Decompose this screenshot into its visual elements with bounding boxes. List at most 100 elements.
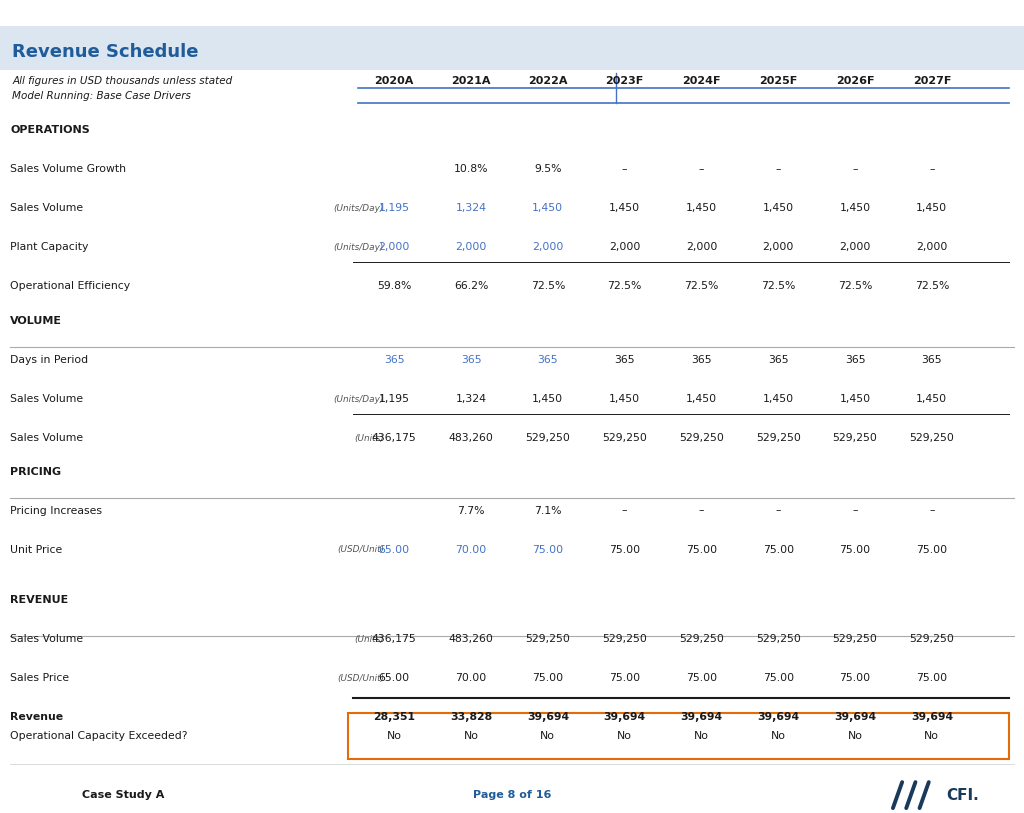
Text: 1,450: 1,450 (532, 394, 563, 404)
Text: 529,250: 529,250 (679, 634, 724, 644)
Text: 2,000: 2,000 (840, 242, 870, 252)
Text: 75.00: 75.00 (916, 545, 947, 554)
Text: 65.00: 65.00 (379, 545, 410, 554)
Text: 1,450: 1,450 (916, 203, 947, 213)
Text: Sales Volume: Sales Volume (10, 394, 83, 404)
Text: 72.5%: 72.5% (761, 281, 796, 291)
Text: All figures in USD thousands unless stated: All figures in USD thousands unless stat… (12, 76, 232, 86)
Text: –: – (698, 506, 705, 515)
Text: 365: 365 (845, 355, 865, 365)
Text: No: No (541, 731, 555, 741)
Text: 365: 365 (614, 355, 635, 365)
Text: Revenue Schedule: Revenue Schedule (12, 43, 199, 61)
Text: 529,250: 529,250 (525, 433, 570, 443)
Text: 39,694: 39,694 (680, 712, 723, 722)
Text: Sales Volume Growth: Sales Volume Growth (10, 164, 126, 174)
Text: 365: 365 (461, 355, 481, 365)
Text: 75.00: 75.00 (686, 673, 717, 683)
Text: 365: 365 (384, 355, 404, 365)
Text: 2027F: 2027F (912, 76, 951, 86)
Text: 529,250: 529,250 (756, 433, 801, 443)
Text: Operational Capacity Exceeded?: Operational Capacity Exceeded? (10, 731, 187, 741)
Text: 529,250: 529,250 (909, 433, 954, 443)
Text: 75.00: 75.00 (686, 545, 717, 554)
Text: Plant Capacity: Plant Capacity (10, 242, 89, 252)
Text: 59.8%: 59.8% (377, 281, 412, 291)
Text: 365: 365 (538, 355, 558, 365)
Text: 2026F: 2026F (836, 76, 874, 86)
Text: 2020A: 2020A (375, 76, 414, 86)
Text: –: – (698, 164, 705, 174)
Text: 529,250: 529,250 (525, 634, 570, 644)
Text: 365: 365 (768, 355, 788, 365)
Text: 1,450: 1,450 (763, 394, 794, 404)
Text: 72.5%: 72.5% (838, 281, 872, 291)
Text: 75.00: 75.00 (532, 673, 563, 683)
Text: 2,000: 2,000 (916, 242, 947, 252)
Text: No: No (617, 731, 632, 741)
Text: 1,450: 1,450 (686, 394, 717, 404)
Text: No: No (848, 731, 862, 741)
Text: No: No (925, 731, 939, 741)
Text: 70.00: 70.00 (456, 673, 486, 683)
Text: CFI.: CFI. (946, 788, 979, 802)
Text: 529,250: 529,250 (833, 634, 878, 644)
Text: 2023F: 2023F (605, 76, 644, 86)
Text: 75.00: 75.00 (763, 673, 794, 683)
Text: Operational Efficiency: Operational Efficiency (10, 281, 130, 291)
Text: 10.8%: 10.8% (454, 164, 488, 174)
Text: 33,828: 33,828 (450, 712, 493, 722)
Text: 2022A: 2022A (528, 76, 567, 86)
Text: –: – (622, 506, 628, 515)
Text: 39,694: 39,694 (757, 712, 800, 722)
Text: 365: 365 (691, 355, 712, 365)
Text: 72.5%: 72.5% (530, 281, 565, 291)
Text: 75.00: 75.00 (840, 673, 870, 683)
Text: (Units/Day): (Units/Day) (334, 394, 384, 404)
Text: Pricing Increases: Pricing Increases (10, 506, 102, 515)
Text: 1,450: 1,450 (840, 394, 870, 404)
Text: Unit Price: Unit Price (10, 545, 62, 554)
Text: Days in Period: Days in Period (10, 355, 88, 365)
Text: 1,450: 1,450 (686, 203, 717, 213)
Text: 66.2%: 66.2% (454, 281, 488, 291)
Text: Page 8 of 16: Page 8 of 16 (473, 790, 551, 800)
Text: 2024F: 2024F (682, 76, 721, 86)
Text: Model Running: Base Case Drivers: Model Running: Base Case Drivers (12, 91, 191, 101)
Text: 75.00: 75.00 (609, 545, 640, 554)
Text: 483,260: 483,260 (449, 433, 494, 443)
Text: 75.00: 75.00 (840, 545, 870, 554)
Text: 2,000: 2,000 (379, 242, 410, 252)
Text: 28,351: 28,351 (373, 712, 416, 722)
Text: 39,694: 39,694 (603, 712, 646, 722)
Text: 1,195: 1,195 (379, 203, 410, 213)
Text: (Units/Day): (Units/Day) (334, 203, 384, 213)
Text: –: – (929, 506, 935, 515)
Text: 1,450: 1,450 (532, 203, 563, 213)
Text: –: – (775, 506, 781, 515)
Text: 1,450: 1,450 (763, 203, 794, 213)
Text: Revenue: Revenue (10, 712, 63, 722)
Text: Sales Price: Sales Price (10, 673, 70, 683)
Text: 529,250: 529,250 (602, 433, 647, 443)
Text: (USD/Unit): (USD/Unit) (337, 673, 384, 683)
Text: No: No (694, 731, 709, 741)
Text: 9.5%: 9.5% (535, 164, 561, 174)
Text: 1,324: 1,324 (456, 203, 486, 213)
Text: (USD/Unit): (USD/Unit) (337, 545, 384, 554)
Text: 1,324: 1,324 (456, 394, 486, 404)
Text: No: No (771, 731, 785, 741)
Text: (Units): (Units) (354, 634, 384, 644)
Text: –: – (852, 506, 858, 515)
Text: 39,694: 39,694 (834, 712, 877, 722)
Text: REVENUE: REVENUE (10, 595, 69, 605)
Text: 1,450: 1,450 (840, 203, 870, 213)
Text: 483,260: 483,260 (449, 634, 494, 644)
Text: 72.5%: 72.5% (607, 281, 642, 291)
Text: Sales Volume: Sales Volume (10, 634, 83, 644)
Text: 72.5%: 72.5% (684, 281, 719, 291)
FancyBboxPatch shape (0, 26, 1024, 70)
Text: 1,195: 1,195 (379, 394, 410, 404)
Text: 436,175: 436,175 (372, 634, 417, 644)
Text: 529,250: 529,250 (756, 634, 801, 644)
